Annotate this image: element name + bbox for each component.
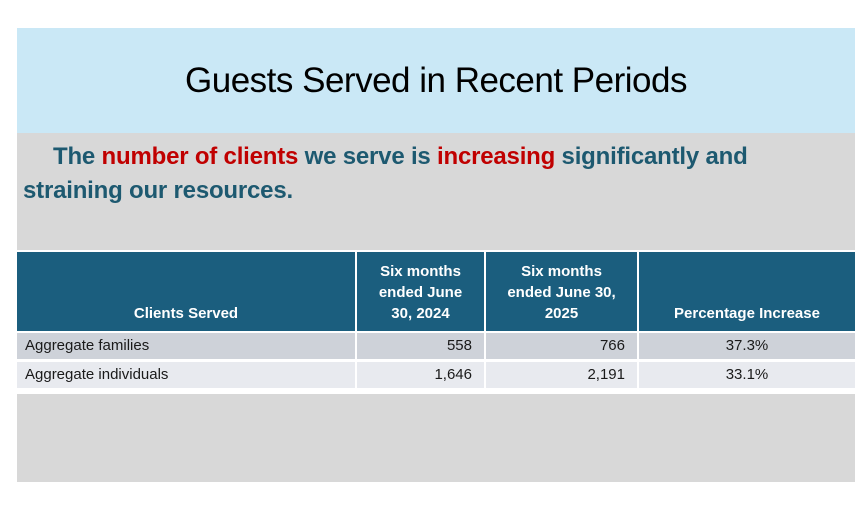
clients-served-table: Clients Served Six months ended June 30,… [17, 252, 855, 388]
table-row: Aggregate individuals 1,646 2,191 33.1% [17, 358, 855, 388]
header-six-months-2024: Six months ended June 30, 2024 [356, 252, 486, 332]
subtitle-panel: The number of clients we serve is increa… [17, 133, 855, 250]
header-percentage-increase: Percentage Increase [638, 252, 855, 332]
subtitle-text: The number of clients we serve is increa… [17, 133, 855, 208]
cell-2025: 766 [485, 331, 639, 360]
cell-2025: 2,191 [485, 358, 639, 388]
subtitle-segment: The [53, 143, 102, 170]
subtitle-segment: number of clients [101, 143, 299, 170]
cell-increase: 33.1% [638, 358, 855, 388]
subtitle-segment: increasing [437, 143, 556, 170]
subtitle-segment: significantly and [555, 143, 748, 170]
cell-2024: 1,646 [356, 358, 486, 388]
table-row: Aggregate families 558 766 37.3% [17, 331, 855, 360]
slide-title: Guests Served in Recent Periods [185, 60, 687, 100]
content-background [17, 394, 855, 482]
cell-2024: 558 [356, 331, 486, 360]
cell-label: Aggregate families [17, 331, 357, 360]
subtitle-segment: we serve is [298, 143, 438, 170]
cell-increase: 37.3% [638, 331, 855, 360]
title-banner: Guests Served in Recent Periods [17, 28, 855, 133]
header-six-months-2025: Six months ended June 30, 2025 [485, 252, 639, 332]
subtitle-segment: straining our resources. [23, 177, 293, 204]
header-clients-served: Clients Served [17, 252, 357, 332]
cell-label: Aggregate individuals [17, 358, 357, 388]
table-header-row: Clients Served Six months ended June 30,… [17, 252, 855, 332]
